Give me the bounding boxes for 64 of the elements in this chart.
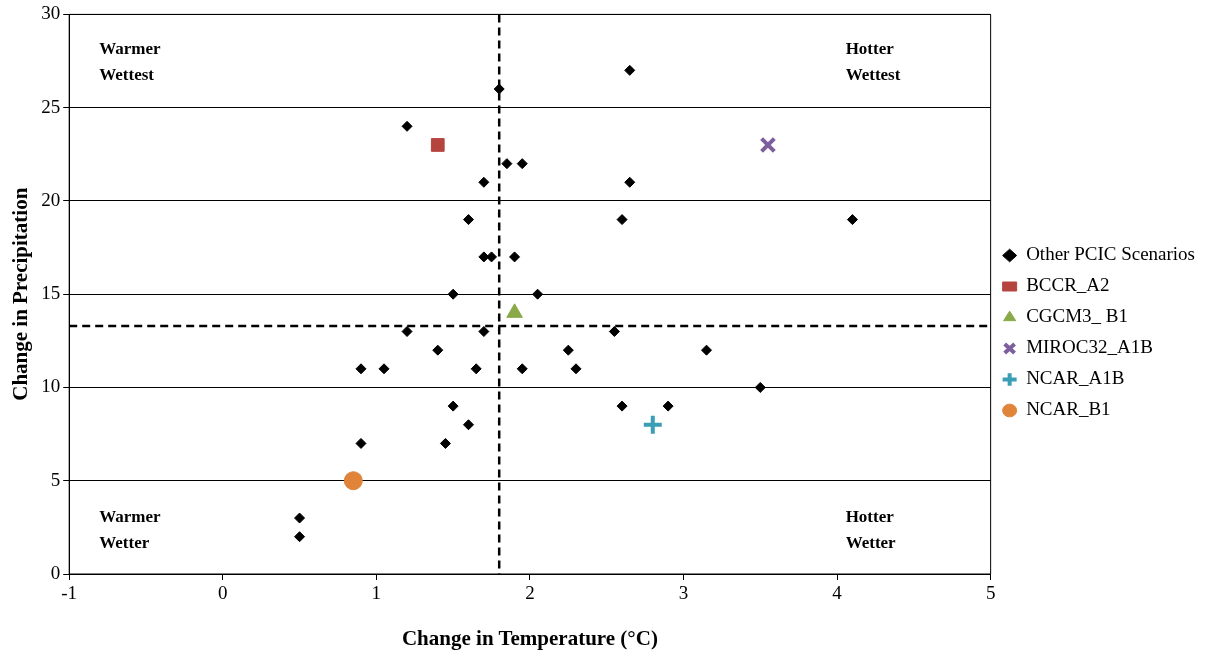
point <box>401 120 413 132</box>
point <box>624 64 636 76</box>
legend-label: NCAR_A1B <box>1026 367 1125 389</box>
point <box>343 471 363 491</box>
point <box>662 400 674 412</box>
annotation: Hotter Wetter <box>845 507 897 552</box>
point <box>509 251 521 263</box>
point <box>616 214 628 226</box>
y-tick-label: 5 <box>50 468 61 490</box>
y-axis-title: Change in Precipitation <box>8 187 33 401</box>
x-tick-label: 1 <box>371 582 382 604</box>
point <box>562 344 574 356</box>
point <box>294 512 306 524</box>
point <box>478 176 490 188</box>
point <box>532 288 544 300</box>
point <box>486 251 498 263</box>
y-tick-label: 0 <box>50 561 61 583</box>
point <box>478 326 490 338</box>
point <box>462 214 474 226</box>
point <box>439 437 451 449</box>
point <box>447 288 459 300</box>
y-tick-label: 30 <box>41 2 61 24</box>
annotation: Warmer Wetter <box>99 507 162 552</box>
point <box>470 363 482 375</box>
point <box>701 344 713 356</box>
point <box>616 400 628 412</box>
x-tick-label: 5 <box>985 582 996 604</box>
legend-label: BCCR_A2 <box>1026 274 1110 296</box>
point <box>493 83 505 95</box>
point <box>754 381 766 393</box>
x-tick-label: 3 <box>678 582 689 604</box>
y-tick-label: 15 <box>41 282 61 304</box>
legend-label: Other PCIC Scenarios <box>1026 243 1196 265</box>
x-tick-label: 4 <box>832 582 843 604</box>
point <box>624 176 636 188</box>
point <box>570 363 582 375</box>
point <box>846 214 858 226</box>
legend-label: CGCM3_ B1 <box>1026 305 1129 327</box>
point <box>759 136 777 154</box>
point <box>447 400 459 412</box>
point <box>516 158 528 170</box>
annotation: Warmer Wettest <box>99 39 162 85</box>
point <box>641 413 664 436</box>
legend-label: NCAR_B1 <box>1026 398 1111 420</box>
point <box>355 437 367 449</box>
y-tick-label: 10 <box>41 375 61 397</box>
x-axis-title: Change in Temperature (°C) <box>401 625 658 650</box>
point <box>432 344 444 356</box>
point <box>430 138 445 152</box>
annotation: Hotter Wettest <box>845 39 901 85</box>
point <box>608 326 620 338</box>
y-tick-label: 20 <box>41 188 61 210</box>
x-tick-label: 0 <box>218 582 228 604</box>
legend-label: MIROC32_A1B <box>1026 336 1153 358</box>
y-tick-label: 25 <box>41 95 61 117</box>
point <box>516 363 528 375</box>
point <box>501 158 513 170</box>
x-tick-label: 2 <box>525 582 535 604</box>
point <box>294 531 306 543</box>
point <box>378 363 390 375</box>
point <box>462 419 474 431</box>
point <box>355 363 367 375</box>
point <box>401 326 413 338</box>
x-tick-label: -1 <box>61 582 78 604</box>
